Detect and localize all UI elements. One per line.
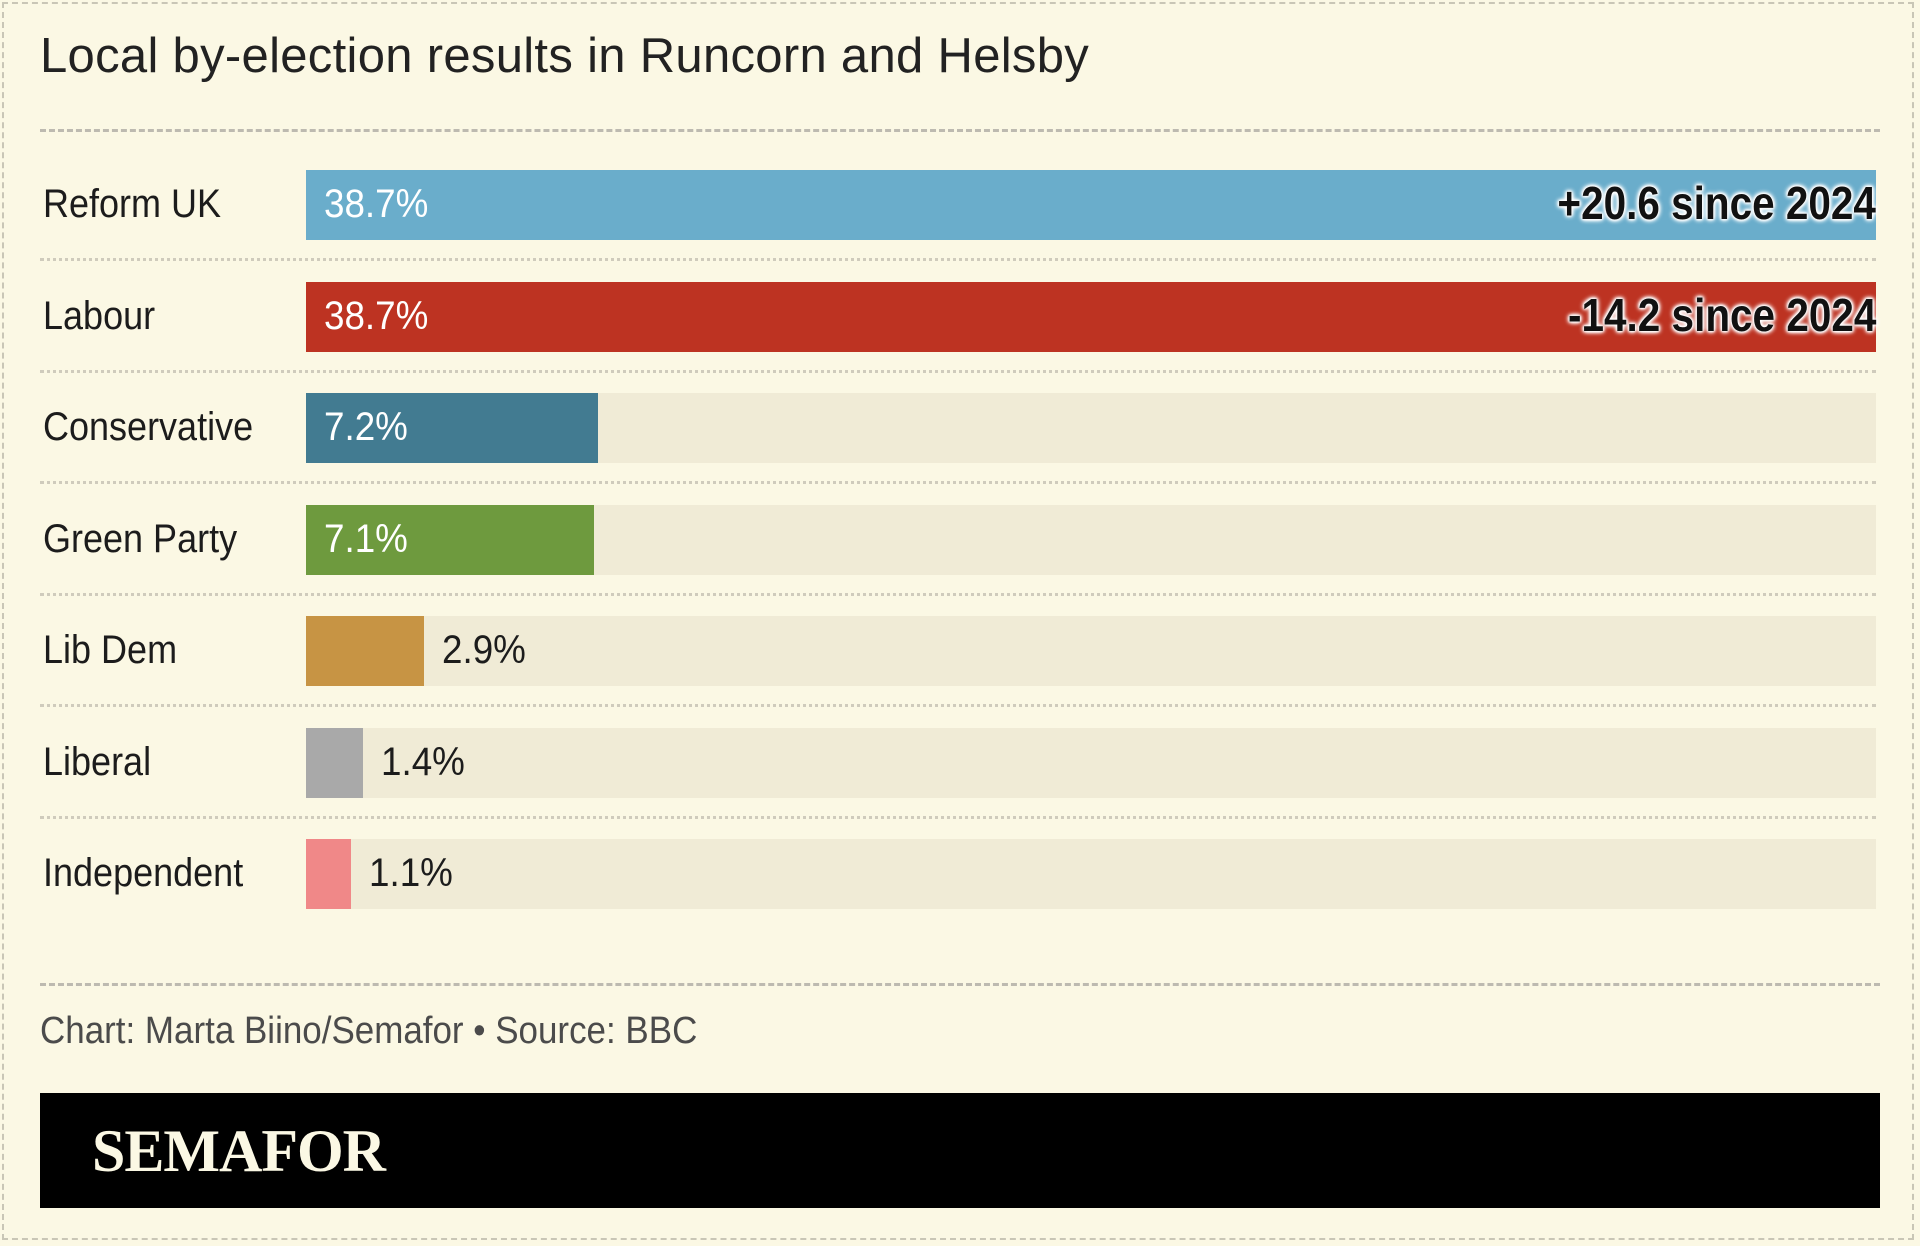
category-label-independent: Independent: [43, 851, 244, 895]
category-label-reform-uk: Reform UK: [43, 182, 222, 226]
value-label-independent: 1.1%: [369, 851, 453, 895]
value-label-lib-dem: 2.9%: [442, 628, 526, 672]
footer-divider: [40, 983, 1880, 986]
bar-green-party[interactable]: [306, 504, 594, 575]
value-label-reform-uk: 38.7%: [324, 182, 429, 226]
value-label-labour: 38.7%: [324, 293, 429, 338]
row-separator: [40, 258, 1876, 261]
row-separator: [40, 369, 1876, 373]
bar-track-lib-dem: [306, 616, 1876, 686]
category-label-green-party: Green Party: [43, 516, 238, 561]
brand-bar: SEMAFOR: [40, 1093, 1880, 1208]
bar-labour[interactable]: [306, 281, 1876, 352]
row-separator: [40, 815, 1876, 819]
semafor-logo[interactable]: SEMAFOR: [92, 1118, 386, 1184]
row-separator: [40, 704, 1876, 707]
change-annotation-reform-uk: +20.6 since 2024: [1557, 177, 1876, 229]
value-label-liberal: 1.4%: [381, 739, 465, 784]
header-divider: [40, 129, 1880, 132]
category-label-lib-dem: Lib Dem: [43, 628, 178, 672]
bar-track-independent: [306, 839, 1876, 909]
row-separator: [40, 481, 1876, 484]
category-label-conservative: Conservative: [43, 405, 254, 449]
bar-liberal[interactable]: [306, 727, 363, 798]
value-label-conservative: 7.2%: [324, 405, 408, 449]
chart-credit: Chart: Marta Biino/Semafor • Source: BBC: [40, 1010, 698, 1052]
change-annotation-labour: -14.2 since 2024: [1567, 288, 1876, 341]
chart-title: Local by-election results in Runcorn and…: [40, 29, 1090, 83]
category-label-liberal: Liberal: [43, 739, 152, 784]
category-label-labour: Labour: [43, 293, 156, 338]
bar-independent[interactable]: [306, 839, 351, 909]
bar-lib-dem[interactable]: [306, 616, 424, 686]
row-separator: [40, 592, 1876, 596]
bar-track-liberal: [306, 727, 1876, 798]
bar-reform-uk[interactable]: [306, 170, 1876, 240]
value-label-green-party: 7.1%: [324, 516, 408, 561]
bar-conservative[interactable]: [306, 393, 598, 463]
